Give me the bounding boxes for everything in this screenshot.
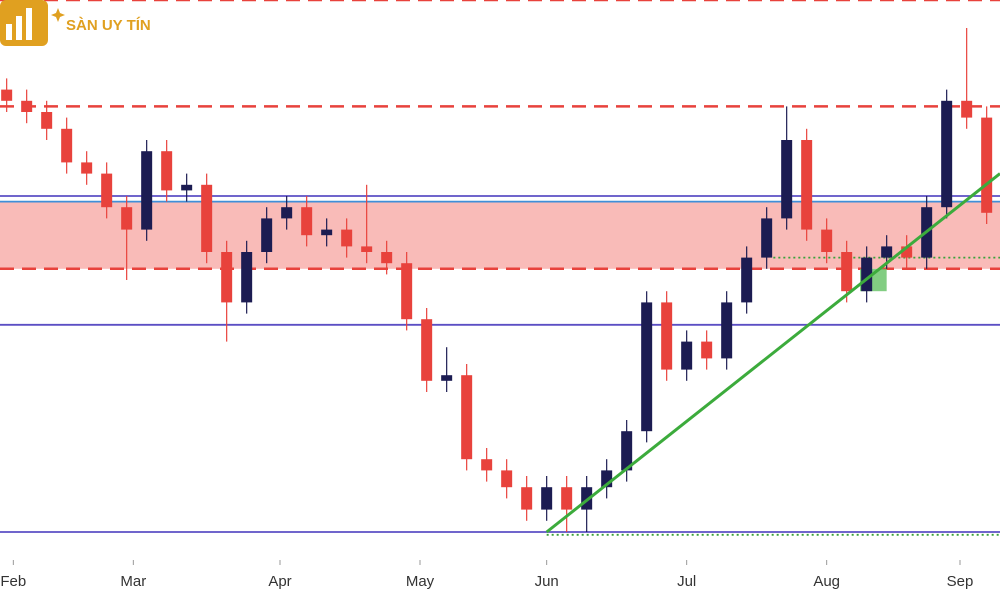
candle-body [901, 246, 913, 258]
candle-body [81, 162, 93, 174]
candle-body [581, 487, 593, 510]
candle-body [721, 302, 733, 359]
x-tick-label: May [406, 573, 435, 590]
candle-body [981, 117, 993, 213]
x-tick-label: Apr [268, 573, 291, 590]
candle-body [841, 252, 853, 292]
candle-body [661, 302, 673, 370]
candle-body [341, 229, 353, 247]
candle-body [361, 246, 373, 252]
candle-body [761, 218, 773, 258]
logo-bar [26, 8, 32, 40]
candle-body [101, 173, 113, 208]
candle-body [401, 263, 413, 320]
candle-body [861, 257, 873, 292]
candle-body [501, 470, 513, 488]
candle-body [261, 218, 273, 252]
x-tick-label: Jul [677, 573, 696, 590]
candle-body [61, 128, 73, 163]
trendline [545, 172, 1000, 534]
candle-body [381, 252, 393, 264]
x-tick-label: Feb [0, 573, 26, 590]
logo-star [51, 8, 65, 22]
candle-body [881, 246, 893, 258]
candle-body [461, 375, 473, 460]
candle-body [181, 184, 193, 191]
candle-body [641, 302, 653, 432]
candle-body [301, 207, 313, 236]
candle-body [701, 341, 713, 359]
candle-body [421, 319, 433, 381]
x-tick-label: Mar [120, 573, 146, 590]
candle-body [321, 229, 333, 236]
candle-body [241, 252, 253, 303]
candle-body [621, 431, 633, 471]
candle-body [221, 252, 233, 303]
x-tick-label: Sep [947, 573, 974, 590]
candle-body [741, 257, 753, 303]
candle-body [121, 207, 133, 230]
candle-body [521, 487, 533, 510]
candle-body [441, 375, 453, 381]
x-tick-label: Jun [535, 573, 559, 590]
candle-body [201, 184, 213, 252]
logo-bar [16, 16, 22, 40]
candle-body [941, 100, 953, 208]
candle-body [41, 112, 53, 129]
candle-body [821, 229, 833, 252]
candle-body [801, 140, 813, 230]
candle-body [1, 89, 13, 101]
candle-body [781, 140, 793, 219]
candle-body [561, 487, 573, 510]
logo-text: SÀN UY TÍN [66, 17, 151, 34]
candle-body [541, 487, 553, 510]
candle-body [21, 100, 33, 112]
candle-body [601, 470, 613, 488]
logo: SÀN UY TÍN [0, 0, 151, 46]
x-tick-label: Aug [813, 573, 840, 590]
candle-body [141, 151, 153, 230]
candle-body [681, 341, 693, 370]
candle-body [481, 459, 493, 471]
candle-body [961, 100, 973, 118]
candle-body [161, 151, 173, 191]
candle-body [281, 207, 293, 219]
logo-bar [6, 24, 12, 40]
